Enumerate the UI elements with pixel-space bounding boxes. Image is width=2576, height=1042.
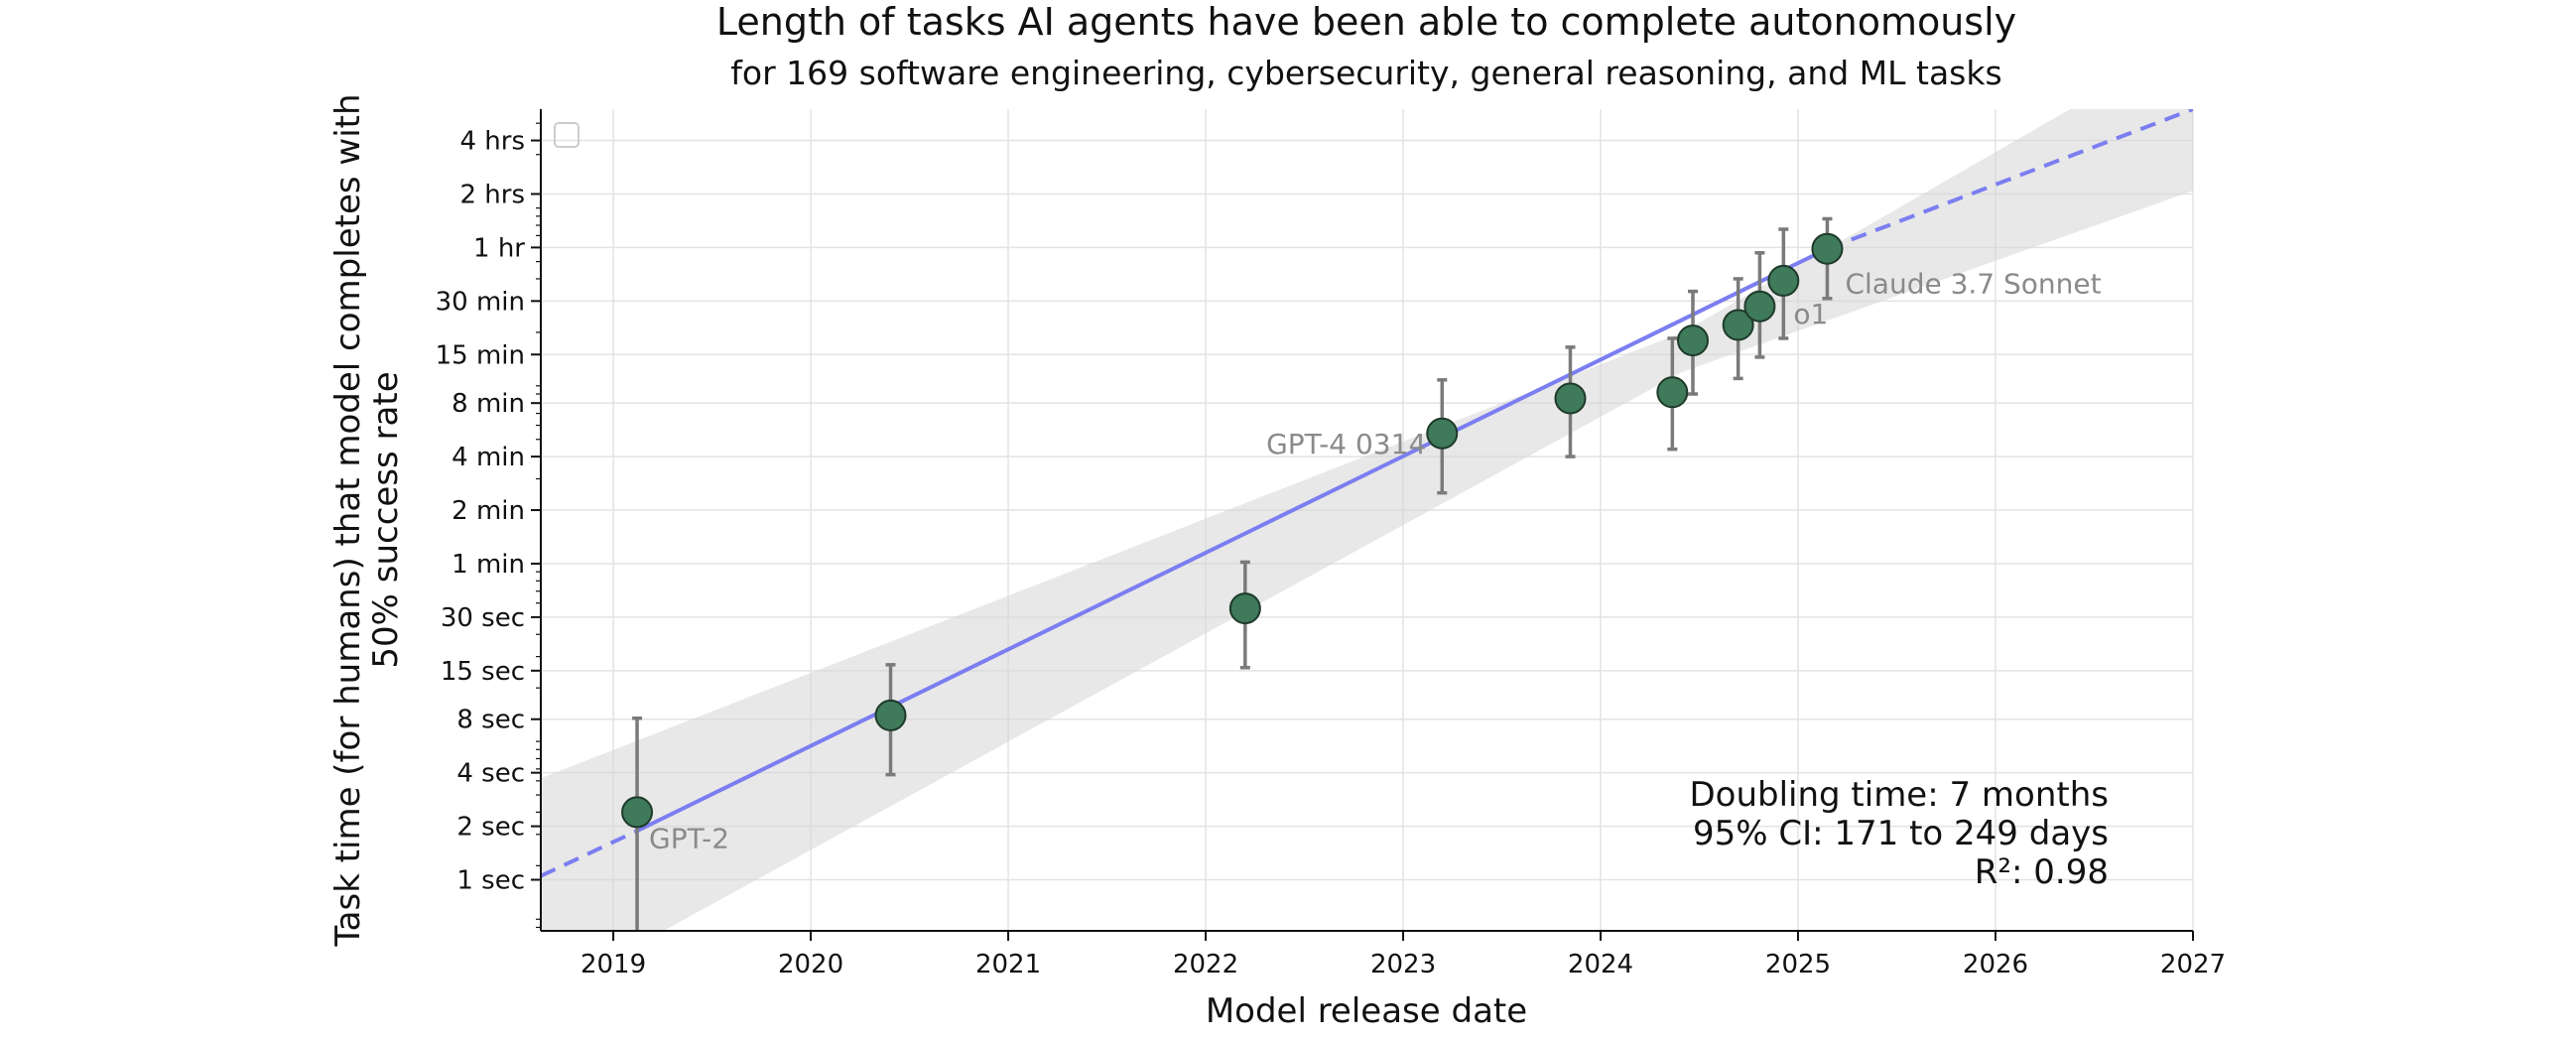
x-tick-label: 2020 — [778, 950, 843, 979]
axes: 2019 2020 2021 2022 2023 2024 2025 2026 2027 1 se… — [436, 109, 2226, 979]
x-tick-label: 2022 — [1173, 950, 1238, 979]
trend-line-fit — [636, 246, 1829, 834]
data-point-group: GPT-2 — [621, 716, 729, 931]
data-point-group — [1554, 345, 1587, 458]
y-tick-label: 4 hrs — [459, 127, 525, 157]
data-points: GPT-2 GPT-4 0314 o1 Claude 3.7 Sonnet — [621, 216, 2102, 931]
y-axis-label-line1: Task time (for humans) that model comple… — [328, 93, 368, 947]
confidence-interval-text: 95% CI: 171 to 249 days — [1693, 814, 2109, 853]
y-tick-label: 8 min — [451, 389, 525, 419]
chart-title: Length of tasks AI agents have been able… — [716, 0, 2016, 44]
data-point — [1767, 264, 1800, 297]
data-point — [1426, 417, 1459, 450]
data-point — [1676, 325, 1709, 357]
data-point-group — [1722, 277, 1754, 381]
data-point-label: GPT-4 0314 — [1266, 428, 1426, 460]
data-point-group — [1676, 289, 1709, 396]
r-squared-text: R²: 0.98 — [1975, 852, 2109, 892]
y-tick-label: 15 sec — [441, 657, 525, 687]
x-tick-label: 2027 — [2160, 950, 2226, 979]
y-tick-label: 15 min — [436, 340, 525, 370]
data-point — [621, 796, 654, 829]
data-point — [1811, 232, 1844, 265]
data-point-group — [1656, 336, 1689, 452]
y-tick-label: 1 hr — [473, 233, 525, 263]
x-tick-label: 2023 — [1370, 950, 1436, 979]
data-point-group — [1743, 251, 1776, 359]
y-axis-label-line2: 50% success rate — [366, 371, 406, 668]
data-point-group — [874, 663, 907, 777]
x-tick-label: 2026 — [1963, 950, 2028, 979]
chart-subtitle: for 169 software engineering, cybersecur… — [730, 54, 2001, 92]
confidence-band — [541, 109, 2193, 931]
y-tick-label: 4 sec — [456, 759, 525, 789]
data-point — [1722, 309, 1754, 341]
doubling-time-text: Doubling time: 7 months — [1689, 775, 2109, 815]
y-tick-label: 2 hrs — [459, 180, 525, 209]
data-point-label: GPT-2 — [649, 822, 729, 854]
y-tick-label: 1 min — [451, 550, 525, 580]
data-point-group: GPT-4 0314 — [1266, 378, 1459, 495]
data-point-label: Claude 3.7 Sonnet — [1845, 268, 2101, 301]
x-tick-label: 2024 — [1568, 950, 1633, 979]
y-tick-label: 30 sec — [441, 603, 525, 633]
x-tick-label: 2019 — [580, 950, 646, 979]
trend-line-extrapolation-before — [541, 829, 638, 878]
y-tick-label: 4 min — [451, 443, 525, 472]
trend-line — [541, 109, 2193, 878]
data-point-label: o1 — [1793, 298, 1828, 330]
y-tick-label: 2 sec — [456, 813, 525, 843]
legend-box — [554, 122, 580, 148]
data-point-group — [1228, 560, 1261, 670]
data-point-group: o1 — [1767, 227, 1828, 340]
x-tick-label: 2025 — [1765, 950, 1831, 979]
trend-line-extrapolation-after — [1826, 109, 2193, 251]
data-point — [1228, 592, 1261, 625]
x-axis-label: Model release date — [1206, 991, 1527, 1031]
x-tick-label: 2021 — [975, 950, 1041, 979]
y-tick-label: 30 min — [436, 287, 525, 317]
data-point — [1554, 382, 1587, 415]
y-tick-label: 1 sec — [456, 866, 525, 896]
data-point — [1743, 290, 1776, 323]
data-point — [1656, 376, 1689, 409]
confidence-band-area — [541, 109, 2193, 931]
data-point-group: Claude 3.7 Sonnet — [1811, 216, 2102, 301]
y-tick-label: 8 sec — [456, 706, 525, 735]
y-tick-label: 2 min — [451, 496, 525, 526]
data-point — [874, 699, 907, 731]
stats-annotation: Doubling time: 7 months 95% CI: 171 to 2… — [1689, 775, 2109, 892]
